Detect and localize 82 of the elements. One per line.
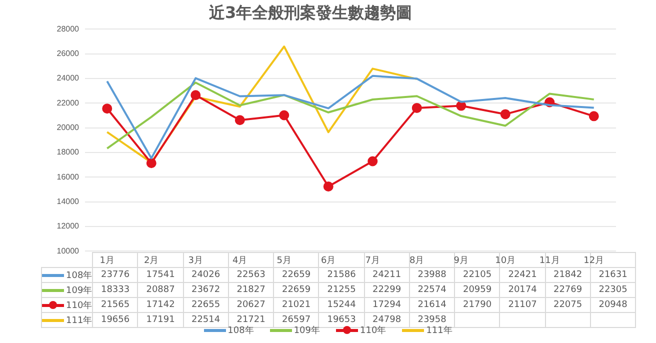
y-tick-label: 24000 [56, 74, 80, 83]
data-label: 19653 [318, 312, 364, 328]
data-label: 21021 [274, 298, 319, 313]
data-label: 22659 [274, 282, 319, 298]
data-label: 23672 [183, 282, 228, 298]
chart-title: 近3年全般刑案發生數趨勢圖 [208, 2, 412, 22]
data-label: 21631 [590, 268, 636, 283]
data-label: 17541 [138, 268, 184, 283]
point [190, 90, 201, 100]
y-tick-label: 16000 [56, 172, 80, 182]
x-tick-label: 2月 [144, 256, 159, 266]
data-label: 17294 [364, 298, 410, 313]
data-label: 17191 [138, 312, 184, 328]
text: 110年 [360, 326, 386, 336]
y-tick-label: 14000 [56, 197, 80, 206]
y-tick-label: 22000 [56, 98, 80, 108]
x-tick-label: 11月 [539, 256, 560, 266]
x-tick-label: 1月 [100, 256, 114, 266]
x-tick-label: 12月 [584, 256, 604, 266]
y-tick-label: 28000 [56, 24, 80, 34]
y-tick-label: 18000 [56, 148, 80, 157]
point [368, 156, 378, 166]
y-tick-label: 26000 [56, 49, 80, 58]
legend-label: 109年 [42, 282, 93, 298]
data-label: 20627 [228, 298, 274, 313]
x-tick-label: 3月 [188, 256, 203, 266]
data-label: 22563 [228, 268, 274, 283]
data-label: 21790 [454, 298, 500, 313]
point [500, 109, 510, 120]
data-label: 24026 [183, 268, 228, 283]
data-label: 17142 [138, 298, 184, 313]
data-label: 15244 [318, 298, 364, 313]
point [456, 100, 466, 111]
data-label: 22299 [364, 282, 410, 298]
x-tick-label: 8月 [410, 256, 424, 266]
data-label: 21614 [409, 298, 455, 313]
data-label: 23988 [409, 268, 455, 283]
data-label: 22769 [545, 282, 590, 298]
data-label: 22305 [590, 282, 636, 298]
point [234, 115, 245, 126]
data-label: 20174 [500, 282, 546, 298]
data-label: 21255 [318, 282, 364, 298]
x-tick-label: 7月 [365, 256, 380, 266]
data-label: 19656 [92, 312, 138, 328]
y-tick-label: 10000 [56, 246, 80, 256]
point [102, 104, 112, 114]
data-label: 20887 [138, 282, 184, 298]
legend-label: 110年 [42, 298, 93, 313]
x-tick-label: 4月 [232, 256, 248, 266]
x-tick-label: 6月 [321, 256, 336, 266]
text: 111年 [426, 326, 452, 336]
legend-label: 108年 [42, 268, 93, 283]
x-tick-label: 9月 [454, 256, 468, 266]
text: 108年 [228, 326, 254, 336]
data-label: 21586 [318, 268, 364, 283]
data-label: 24211 [364, 268, 410, 283]
point [146, 158, 156, 168]
data-label: 22105 [454, 268, 500, 283]
data-label: 21565 [92, 298, 138, 313]
text: 109年 [294, 326, 320, 336]
point [279, 110, 290, 120]
x-tick-label: 5月 [276, 256, 292, 266]
data-label: 21107 [500, 298, 546, 313]
y-tick-label: 20000 [56, 123, 80, 132]
data-label: 22659 [274, 268, 319, 283]
data-label: 21842 [545, 268, 590, 283]
data-label: 18333 [92, 282, 138, 298]
data-label: 23776 [92, 268, 138, 283]
x-tick-label: 10月 [495, 256, 516, 266]
data-label: 20959 [454, 282, 500, 298]
data-label: 20948 [590, 298, 636, 313]
data-label: 22421 [500, 268, 546, 283]
data-label: 22574 [409, 282, 455, 298]
point [412, 102, 422, 113]
point [588, 111, 599, 122]
data-label: 21827 [228, 282, 274, 298]
data-label: 22075 [545, 298, 590, 313]
legend-label: 111年 [42, 312, 93, 328]
point [323, 182, 334, 192]
data-label: 22514 [183, 312, 228, 328]
data-label: 22655 [183, 298, 228, 313]
y-tick-label: 12000 [56, 222, 80, 231]
